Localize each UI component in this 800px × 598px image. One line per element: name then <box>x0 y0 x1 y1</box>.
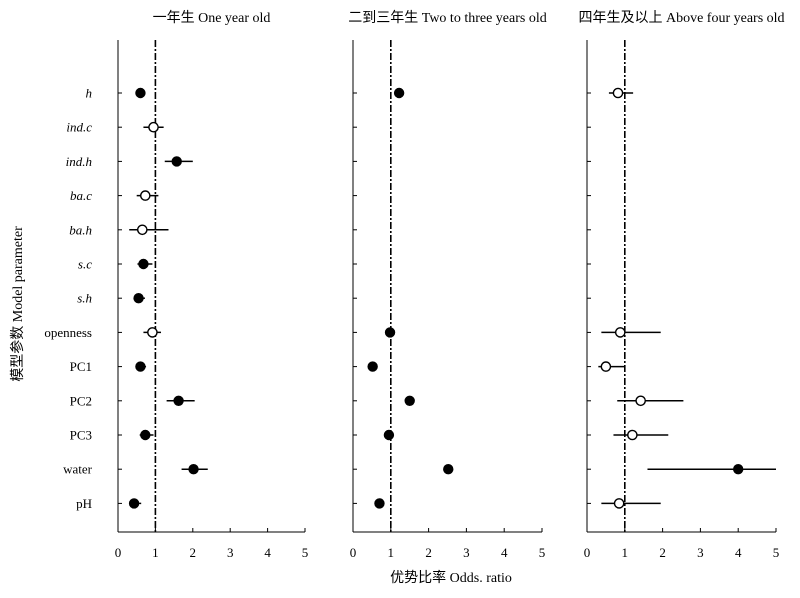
y-tick-label: PC1 <box>70 359 92 374</box>
odds-ratio-point <box>600 361 612 372</box>
odds-ratio-point <box>384 327 396 338</box>
panel-3: 四年生及以上 Above four years old 0 1 2 3 4 5 <box>578 10 784 560</box>
odds-ratio-point <box>733 464 744 475</box>
odds-ratio-point <box>612 87 624 99</box>
odds-ratio-point <box>383 429 395 441</box>
x-tick-label: 5 <box>302 545 309 560</box>
y-tick-label: h <box>86 86 93 101</box>
x-tick-label: 2 <box>659 545 666 560</box>
x-tick-label: 5 <box>539 545 546 560</box>
x-tick-label: 0 <box>115 545 122 560</box>
odds-ratio-point <box>135 361 146 372</box>
odds-ratio-point <box>133 293 144 304</box>
x-tick-label: 3 <box>697 545 704 560</box>
panel-2: 二到三年生 Two to three years old 0 1 2 3 4 5 <box>348 10 546 560</box>
y-tick-label: PC2 <box>70 393 92 408</box>
odds-ratio-point <box>613 498 625 509</box>
x-tick-label: 2 <box>190 545 197 560</box>
x-tick-label: 0 <box>584 545 591 560</box>
y-tick-label: s.h <box>77 291 92 306</box>
x-tick-label: 5 <box>773 545 780 560</box>
y-tick-label: ind.h <box>66 154 92 169</box>
y-tick-label: ba.h <box>69 222 92 237</box>
odds-ratio-point <box>140 190 151 201</box>
y-tick-label: s.c <box>78 257 92 272</box>
panel-title: 一年生 One year old <box>153 10 271 26</box>
odds-ratio-point <box>128 498 140 509</box>
odds-ratio-point <box>635 395 646 407</box>
x-tick-label: 1 <box>152 545 159 560</box>
x-tick-label: 4 <box>501 545 508 560</box>
y-axis-title: 模型参数 Model parameter <box>9 226 26 382</box>
odds-ratio-point <box>443 464 454 475</box>
x-axis-title: 优势比率 Odds. ratio <box>390 569 512 586</box>
odds-ratio-point <box>140 429 151 441</box>
y-tick-label: pH <box>76 496 92 511</box>
odds-ratio-point <box>137 224 148 236</box>
parameter-labels: h ind.c ind.h ba.c ba.h s.c s.h openness PC1 PC2 P… <box>44 86 92 511</box>
odds-ratio-point <box>171 156 182 167</box>
panel-1: 一年生 One year old 0 1 2 3 4 5 <box>115 10 309 560</box>
odds-ratio-point <box>173 395 184 406</box>
x-tick-label: 1 <box>388 545 395 560</box>
y-tick-label: ind.c <box>66 120 92 135</box>
x-tick-label: 0 <box>350 545 357 560</box>
panels-layer: h ind.c ind.h ba.c ba.h s.c s.h openness PC1 PC2 P… <box>44 10 784 560</box>
odds-ratio-point <box>148 121 159 133</box>
odds-ratio-point <box>614 327 626 338</box>
x-tick-label: 4 <box>264 545 271 560</box>
x-tick-label: 4 <box>735 545 742 560</box>
odds-ratio-point <box>374 498 385 509</box>
odds-ratio-point <box>135 87 146 99</box>
y-tick-label: PC3 <box>70 428 92 443</box>
panel-title: 四年生及以上 Above four years old <box>578 10 784 26</box>
odds-ratio-point <box>627 429 638 441</box>
odds-ratio-point <box>367 361 378 372</box>
odds-ratio-point <box>188 464 199 475</box>
y-tick-label: water <box>63 462 93 477</box>
odds-ratio-point <box>393 87 405 99</box>
x-tick-label: 1 <box>622 545 629 560</box>
panel-title: 二到三年生 Two to three years old <box>348 10 546 26</box>
odds-ratio-point <box>147 327 158 338</box>
y-tick-label: openness <box>44 325 92 340</box>
odds-ratio-point <box>404 395 415 406</box>
x-tick-label: 3 <box>463 545 470 560</box>
y-tick-label: ba.c <box>70 188 92 203</box>
x-tick-label: 2 <box>425 545 432 560</box>
x-tick-label: 3 <box>227 545 234 560</box>
odds-ratio-point <box>138 258 149 270</box>
